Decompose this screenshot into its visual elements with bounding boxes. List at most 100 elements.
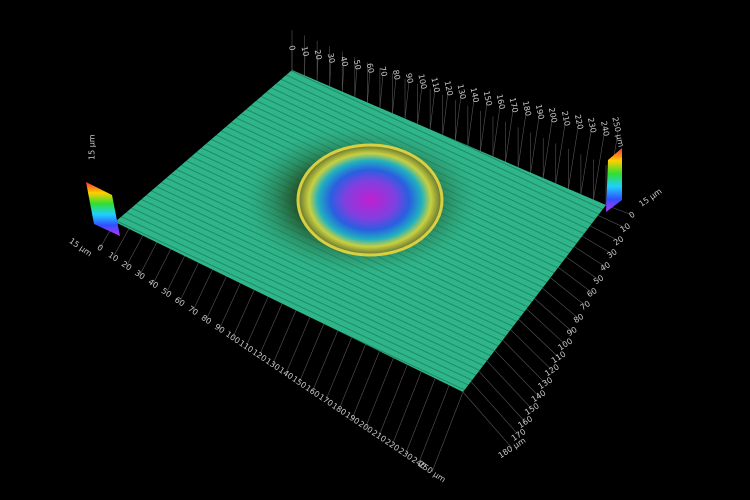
tick-label: 40	[339, 56, 350, 68]
grid-line	[298, 323, 325, 383]
grid-line	[166, 255, 185, 293]
tick-label: 170	[508, 97, 520, 114]
grid-line	[550, 277, 586, 306]
tick-label: 130	[536, 375, 554, 391]
grid-line	[502, 339, 546, 384]
grid-line	[391, 371, 422, 446]
grid-line	[542, 115, 554, 179]
grid-line	[542, 287, 579, 319]
tick-label: 10	[300, 45, 311, 57]
grid-line	[354, 64, 358, 98]
grid-line	[589, 225, 619, 242]
tick-label: 160	[516, 414, 534, 430]
tick-label: 220	[573, 114, 585, 131]
tick-label: 60	[585, 286, 598, 299]
tick-label: 30	[605, 247, 618, 260]
tick-label: 200	[547, 107, 559, 124]
grid-line	[126, 235, 144, 267]
tick-label: 80	[572, 312, 585, 325]
tick-label: 120	[442, 80, 454, 97]
tick-label: 30	[326, 52, 337, 64]
grid-line	[558, 267, 593, 293]
color-bar-left	[86, 182, 120, 236]
grid-line	[526, 308, 566, 345]
tick-label: 140	[530, 388, 548, 404]
tick-label: 160	[495, 93, 507, 110]
grid-line	[492, 101, 501, 157]
tick-label: 120	[543, 362, 561, 378]
grid-line	[379, 71, 384, 108]
color-bar-right	[606, 148, 622, 212]
grid-line	[341, 61, 345, 92]
grid-line	[285, 317, 311, 374]
grid-line	[568, 121, 580, 189]
grid-line	[205, 276, 227, 320]
grid-line	[113, 228, 130, 258]
tick-label: 130	[456, 83, 468, 100]
grid-line	[192, 269, 213, 311]
tick-label: 20	[120, 259, 133, 272]
grid-line	[219, 283, 241, 329]
tick-label: 0	[627, 210, 636, 220]
tick-label: 10	[619, 221, 632, 234]
height-label: 15 µm	[67, 236, 93, 258]
grid-line	[352, 351, 380, 419]
tick-label: 20	[313, 49, 324, 61]
tick-label: 110	[429, 77, 441, 94]
grid-line	[478, 371, 526, 423]
grid-line	[378, 364, 408, 437]
grid-line	[574, 246, 606, 268]
grid-line	[259, 303, 283, 356]
tick-label: 50	[160, 286, 173, 299]
tick-label: 150	[523, 401, 541, 417]
tick-label: 60	[365, 62, 376, 74]
tick-label: 250 µm	[610, 116, 625, 148]
tick-label: 90	[404, 72, 415, 84]
grid-line	[494, 350, 539, 397]
grid-line	[510, 329, 553, 371]
grid-line	[467, 95, 475, 146]
height-label: 15 µm	[637, 187, 663, 209]
grid-line	[139, 242, 158, 276]
grid-line	[530, 111, 541, 173]
grid-line	[232, 289, 255, 338]
tick-label: 30	[133, 268, 146, 281]
tick-label: 40	[599, 260, 612, 273]
grid-line	[566, 256, 599, 280]
tick-label: 80	[200, 313, 213, 326]
tick-label: 80	[391, 69, 402, 81]
grid-line	[486, 360, 533, 410]
tick-label: 230	[586, 117, 598, 134]
grid-line	[431, 391, 464, 473]
grid-line	[505, 105, 514, 162]
tick-label: 0	[287, 45, 297, 52]
grid-line	[442, 88, 449, 135]
grid-line	[534, 298, 573, 332]
tick-label: 90	[213, 322, 226, 335]
tick-label: 240	[599, 120, 611, 137]
tick-label: 70	[378, 66, 389, 78]
grid-line	[179, 262, 199, 302]
tick-label: 40	[146, 277, 159, 290]
grid-line	[462, 391, 513, 449]
grid-line	[312, 330, 338, 392]
grid	[99, 30, 633, 473]
grid-line	[417, 81, 423, 125]
tick-label: 0	[95, 243, 104, 253]
tick-label: 190	[534, 103, 546, 120]
tick-label: 100	[416, 73, 428, 90]
grid-line	[555, 118, 567, 184]
grid-line	[517, 108, 528, 168]
grid-line	[480, 98, 488, 152]
grid-line	[365, 357, 394, 428]
grid-line	[404, 78, 410, 119]
tick-label: 70	[579, 299, 592, 312]
crater	[296, 143, 444, 257]
grid-line	[392, 74, 397, 114]
tick-label: 10	[107, 250, 120, 263]
height-label: 15 µm	[88, 134, 97, 160]
grid-line	[152, 249, 171, 284]
tick-label: 150	[482, 90, 494, 107]
tick-label: 210	[560, 110, 572, 127]
